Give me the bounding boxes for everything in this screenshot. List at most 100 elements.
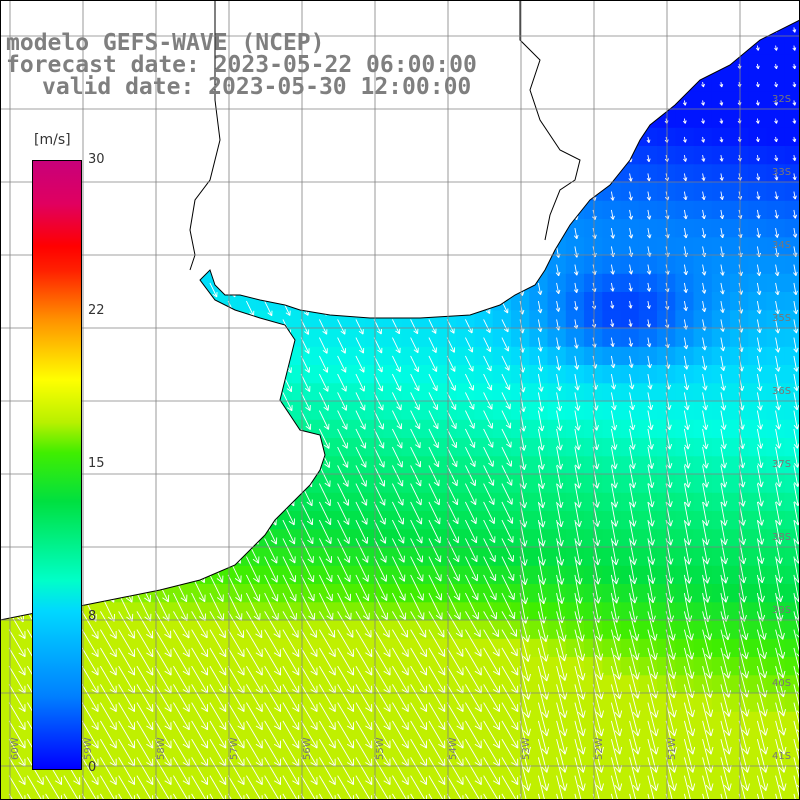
- colorbar: [32, 160, 82, 770]
- wind-arrow: [756, 191, 761, 200]
- wind-cell: [748, 784, 768, 800]
- lon-label: 58W: [156, 737, 167, 760]
- wind-cell: [602, 784, 622, 800]
- wind-arrow: [720, 282, 725, 295]
- wind-arrow: [264, 300, 273, 317]
- wind-cell: [620, 784, 640, 800]
- wind-arrow: [701, 118, 705, 124]
- wind-arrow: [701, 301, 707, 313]
- wind-arrow: [755, 100, 760, 106]
- wind-arrow: [537, 301, 543, 314]
- wind-arrow: [573, 282, 579, 293]
- wind-arrow: [701, 136, 706, 143]
- wind-arrow: [792, 136, 797, 143]
- wind-arrow: [610, 282, 615, 292]
- wind-cell: [474, 784, 494, 800]
- wind-cell: [127, 784, 147, 800]
- wind-arrow: [719, 100, 724, 106]
- wind-arrow: [720, 264, 725, 276]
- wind-cell: [182, 784, 202, 800]
- wind-arrow: [628, 228, 634, 239]
- wind-cell: [693, 784, 713, 800]
- wind-arrow: [682, 118, 687, 124]
- wind-arrow: [774, 191, 779, 200]
- wind-arrow: [755, 45, 760, 51]
- wind-arrow: [701, 282, 707, 294]
- wind-arrow: [646, 136, 651, 143]
- wind-cell: [784, 328, 800, 348]
- valid-date: valid date: 2023-05-30 12:00:00: [42, 74, 472, 100]
- wind-arrow: [756, 264, 762, 277]
- wind-arrow: [793, 319, 799, 334]
- wind-arrow: [646, 301, 651, 309]
- wind-arrow: [774, 118, 778, 124]
- wind-cell: [766, 784, 786, 800]
- wind-cell: [419, 784, 439, 800]
- wind-cell: [365, 784, 384, 800]
- wind-cell: [784, 164, 800, 184]
- wind-arrow: [792, 27, 797, 33]
- wind-arrow: [628, 282, 633, 292]
- wind-arrow: [756, 155, 760, 162]
- wind-cell: [638, 784, 658, 800]
- wind-arrow: [756, 173, 761, 181]
- lon-label: 52W: [594, 737, 605, 760]
- wind-cell: [784, 693, 800, 713]
- wind-cell: [784, 219, 800, 238]
- wind-cell: [438, 784, 457, 800]
- wind-arrow: [646, 173, 651, 182]
- wind-arrow: [774, 82, 778, 88]
- wind-cell: [310, 784, 330, 800]
- wind-cell: [784, 730, 800, 749]
- wind-arrow: [610, 228, 615, 239]
- wind-cell: [36, 784, 56, 800]
- wind-arrow: [391, 319, 401, 335]
- lat-label: 39S: [772, 605, 792, 616]
- wind-arrow: [610, 191, 615, 201]
- wind-cell: [784, 711, 800, 731]
- wind-cell: [657, 784, 676, 800]
- wind-cell: [784, 310, 800, 330]
- wind-cell: [255, 784, 275, 800]
- wind-cell: [784, 91, 800, 111]
- wind-arrow: [683, 301, 688, 311]
- wind-arrow: [646, 319, 651, 328]
- wind-arrow: [701, 228, 707, 239]
- wind-arrow: [719, 118, 724, 124]
- wind-arrow: [792, 100, 797, 106]
- wind-arrow: [628, 301, 633, 309]
- wind-arrow: [628, 264, 634, 275]
- wind-arrow: [701, 191, 706, 201]
- wind-arrow: [683, 282, 688, 293]
- colorbar-tick: 15: [88, 456, 105, 471]
- lat-label: 41S: [772, 751, 792, 762]
- wind-arrow: [573, 301, 579, 311]
- wind-cell: [784, 766, 800, 786]
- wind-arrow: [646, 209, 652, 220]
- wind-cell: [547, 784, 567, 800]
- wind-arrow: [793, 282, 798, 296]
- lat-label: 40S: [772, 678, 792, 689]
- wind-cell: [511, 784, 530, 800]
- wind-cell: [784, 638, 800, 658]
- wind-arrow: [555, 282, 561, 294]
- wind-arrow: [428, 337, 437, 353]
- wind-cell: [492, 784, 512, 800]
- wind-arrow: [774, 45, 778, 51]
- wind-arrow: [792, 228, 798, 238]
- wind-arrow: [683, 264, 688, 276]
- wind-arrow: [355, 319, 364, 335]
- wind-cell: [784, 36, 800, 56]
- wind-cell: [784, 200, 800, 220]
- wind-arrow: [628, 209, 634, 220]
- wind-arrow: [701, 173, 706, 181]
- wind-cell: [784, 109, 800, 129]
- wind-cell: [784, 255, 800, 275]
- wind-arrow: [719, 173, 724, 181]
- wind-cell: [784, 73, 800, 92]
- wind-arrow: [755, 118, 760, 124]
- wind-arrow: [792, 173, 797, 181]
- wind-arrow: [683, 191, 688, 201]
- wind-arrow: [719, 228, 725, 239]
- wind-cell: [784, 292, 800, 311]
